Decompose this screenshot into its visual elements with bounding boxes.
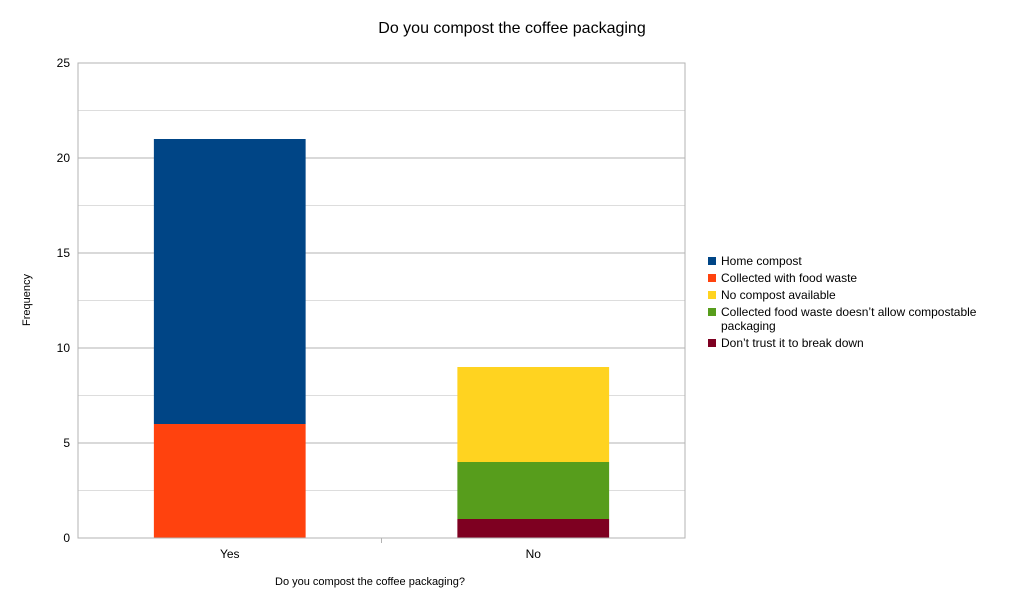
legend: Home compost Collected with food waste No … [708, 254, 1008, 353]
legend-label: Collected with food waste [721, 271, 858, 285]
legend-label: Home compost [721, 254, 802, 268]
tick-labels: 0 5 10 15 20 25 Yes No [57, 56, 542, 561]
legend-item: No compost available [708, 288, 1008, 302]
x-tick-label: Yes [220, 547, 240, 561]
legend-label: Don’t trust it to break down [721, 336, 864, 350]
chart-title: Do you compost the coffee packaging [378, 20, 646, 37]
axes [77, 62, 686, 543]
legend-label: No compost available [721, 288, 836, 302]
legend-swatch [708, 291, 716, 299]
y-tick-label: 15 [57, 246, 71, 260]
bar-segment [457, 519, 610, 538]
y-axis-label: Frequency [21, 274, 33, 326]
legend-item: Collected food waste doesn’t allow compo… [708, 305, 1008, 333]
y-tick-label: 5 [63, 436, 70, 450]
y-tick-label: 20 [57, 151, 71, 165]
legend-item: Home compost [708, 254, 1008, 268]
legend-swatch [708, 274, 716, 282]
bar-segment [457, 462, 610, 519]
bar-segment [153, 424, 306, 538]
y-tick-label: 0 [63, 531, 70, 545]
x-tick-label: No [526, 547, 542, 561]
legend-item: Collected with food waste [708, 271, 1008, 285]
x-axis-label: Do you compost the coffee packaging? [275, 576, 465, 588]
legend-swatch [708, 339, 716, 347]
bars [153, 139, 610, 538]
legend-label: Collected food waste doesn’t allow compo… [721, 305, 977, 333]
legend-swatch [708, 308, 716, 316]
bar-segment [153, 139, 306, 424]
y-tick-label: 25 [57, 56, 71, 70]
bar-segment [457, 367, 610, 462]
y-tick-label: 10 [57, 341, 71, 355]
legend-swatch [708, 257, 716, 265]
legend-item: Don’t trust it to break down [708, 336, 1008, 350]
